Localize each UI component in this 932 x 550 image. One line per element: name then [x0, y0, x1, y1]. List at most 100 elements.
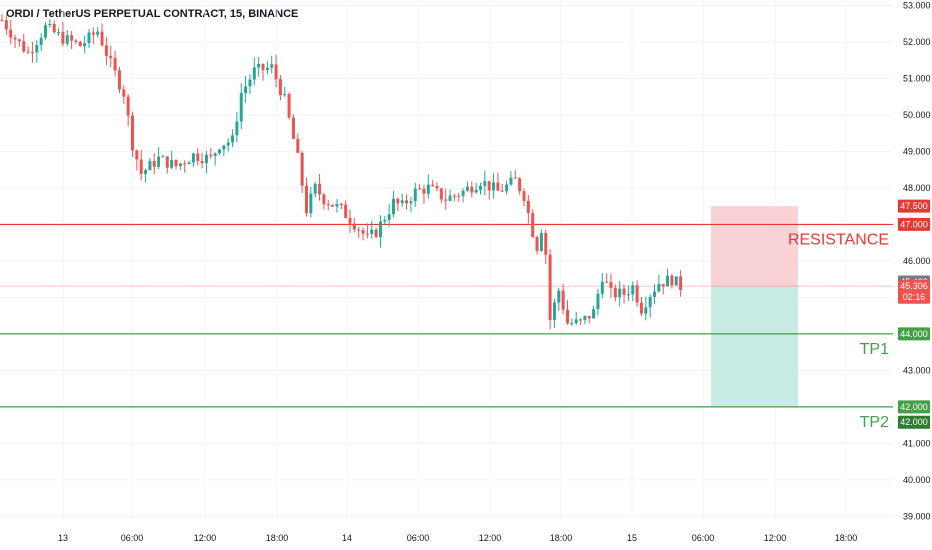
candle-body: [239, 93, 243, 122]
candle: [344, 200, 348, 219]
candle-body: [144, 170, 148, 174]
candle-body: [135, 150, 139, 160]
candle-body: [244, 86, 248, 94]
y-tick-label: 53.000: [903, 0, 931, 10]
candle: [187, 160, 191, 165]
candle: [557, 287, 561, 312]
candle-body: [331, 204, 335, 207]
candle-body: [461, 190, 465, 196]
candle-body: [104, 45, 108, 56]
candle: [287, 92, 291, 120]
candle: [357, 226, 361, 239]
candle: [139, 149, 143, 181]
candle-body: [635, 285, 639, 303]
level-label-tp2: TP2: [860, 414, 889, 431]
candle-body: [296, 138, 300, 153]
candles: [0, 13, 683, 330]
candle-body: [187, 162, 191, 165]
candle: [57, 28, 61, 37]
candle-body: [318, 183, 322, 195]
candle-body: [596, 293, 600, 310]
candle: [635, 280, 639, 307]
candle: [509, 171, 513, 187]
candle: [17, 38, 21, 47]
level-label-tp1: TP1: [860, 341, 889, 358]
candle: [65, 30, 69, 47]
candle: [300, 150, 304, 193]
candle-body: [26, 51, 30, 53]
candle-body: [548, 254, 552, 320]
candle-body: [78, 41, 82, 47]
candle-body: [370, 229, 374, 235]
price-tag-bg: [898, 279, 930, 304]
candle: [26, 46, 30, 55]
candle-body: [235, 121, 239, 136]
candle: [513, 169, 517, 179]
candle: [218, 148, 221, 156]
candle: [679, 270, 683, 297]
candle-body: [231, 135, 235, 143]
x-tick-label: 12:00: [194, 533, 217, 543]
candle: [226, 138, 230, 152]
candle-body: [479, 185, 482, 190]
candle-body: [52, 23, 56, 33]
candle: [339, 202, 343, 210]
y-tick-label: 50.000: [903, 110, 931, 120]
candle-body: [344, 204, 348, 218]
candle-body: [174, 159, 178, 167]
candle: [191, 152, 195, 167]
candle-body: [57, 32, 61, 34]
candle: [44, 22, 47, 40]
candle: [500, 183, 504, 192]
candle: [196, 148, 200, 166]
x-tick-label: 18:00: [266, 533, 289, 543]
candle: [39, 33, 43, 52]
candle-body: [4, 20, 8, 30]
candle: [4, 15, 8, 35]
candle-body: [361, 230, 365, 234]
x-tick-label: 12:00: [764, 533, 787, 543]
candle-body: [509, 177, 513, 185]
candle-body: [639, 302, 643, 314]
price-tag: 42.000: [898, 400, 930, 414]
candle-body: [61, 32, 65, 44]
candle-body: [270, 64, 274, 68]
candle-body: [544, 233, 548, 255]
candle-body: [666, 275, 670, 287]
candle: [413, 182, 417, 208]
price-tag-text: 42.000: [900, 402, 928, 412]
candle: [248, 74, 252, 94]
candle: [653, 283, 656, 304]
level-label-resistance: RESISTANCE: [788, 231, 889, 248]
candle: [96, 26, 100, 38]
candle-body: [339, 204, 343, 206]
candle-body: [96, 31, 100, 35]
candle-body: [496, 182, 500, 191]
candle: [409, 196, 413, 213]
candle: [0, 13, 4, 22]
candle: [566, 300, 569, 325]
candle-body: [396, 198, 400, 204]
candle-body: [274, 64, 278, 80]
candle-body: [22, 41, 26, 52]
candle: [426, 174, 430, 199]
candle: [618, 281, 622, 307]
candle-body: [661, 284, 665, 287]
candle-body: [587, 316, 591, 319]
candle-body: [657, 284, 661, 292]
stop-loss-zone: [711, 206, 799, 287]
candle: [465, 181, 469, 192]
y-tick-label: 41.000: [903, 438, 931, 448]
candle: [378, 215, 382, 248]
candle-body: [265, 67, 269, 71]
candle-body: [122, 89, 126, 97]
candle-body: [465, 186, 469, 191]
candle: [22, 33, 26, 54]
candle-body: [91, 32, 95, 35]
candle: [622, 284, 626, 304]
candle: [387, 204, 391, 227]
candle-body: [309, 193, 313, 214]
candle: [631, 281, 635, 302]
candle-body: [335, 204, 339, 207]
